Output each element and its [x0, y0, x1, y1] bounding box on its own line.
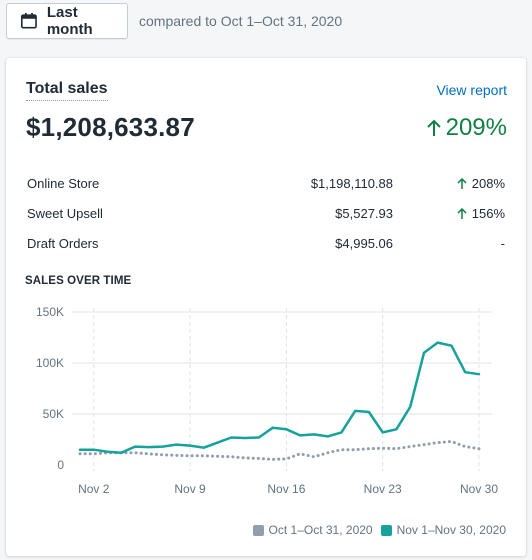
sales-over-time-title: SALES OVER TIME: [25, 275, 132, 287]
channel-amount: $5,527.93: [335, 206, 393, 221]
date-range-label: Last month: [46, 4, 93, 38]
channel-change: 208%: [457, 176, 505, 191]
channel-change: 156%: [457, 206, 505, 221]
legend-label: Oct 1–Oct 31, 2020: [268, 523, 373, 537]
channel-name: Sweet Upsell: [27, 206, 103, 221]
channel-change-value: 156%: [471, 206, 505, 221]
total-change: 209%: [426, 114, 507, 142]
legend-item-current[interactable]: Nov 1–Nov 30, 2020: [380, 523, 506, 537]
legend-label: Nov 1–Nov 30, 2020: [396, 523, 506, 537]
x-tick-label: Nov 2: [78, 482, 110, 496]
channel-breakdown: Online Store $1,198,110.88 208% Sweet Up…: [26, 170, 506, 260]
x-tick-label: Nov 30: [460, 482, 498, 496]
channel-row: Online Store $1,198,110.88 208%: [26, 170, 506, 200]
total-change-value: 209%: [445, 114, 507, 141]
calendar-icon: [20, 12, 37, 29]
x-tick-label: Nov 9: [174, 482, 206, 496]
channel-change-value: -: [500, 236, 505, 251]
legend-swatch-previous: [252, 524, 264, 536]
y-tick-label: 150K: [36, 305, 64, 319]
x-tick-label: Nov 16: [267, 482, 305, 496]
current-period-line: [78, 341, 481, 455]
date-range-button[interactable]: Last month: [6, 3, 128, 39]
channel-name: Draft Orders: [27, 236, 99, 251]
legend-item-previous[interactable]: Oct 1–Oct 31, 2020: [252, 523, 373, 537]
chart-legend: Oct 1–Oct 31, 2020 Nov 1–Nov 30, 2020: [245, 523, 506, 537]
view-report-link[interactable]: View report: [436, 82, 507, 98]
y-tick-label: 50K: [43, 407, 64, 421]
arrow-up-icon: [457, 177, 467, 189]
y-tick-label: 0: [57, 458, 64, 472]
channel-amount: $4,995.06: [335, 236, 393, 251]
channel-change: -: [501, 236, 505, 251]
card-title[interactable]: Total sales: [26, 80, 108, 101]
channel-change-value: 208%: [471, 176, 505, 191]
channel-row: Draft Orders $4,995.06 -: [26, 230, 506, 260]
channel-name: Online Store: [27, 176, 100, 191]
arrow-up-icon: [426, 119, 441, 136]
total-sales-value: $1,208,633.87: [26, 112, 195, 142]
top-bar: Last month compared to Oct 1–Oct 31, 202…: [0, 0, 532, 46]
y-tick-label: 100K: [36, 356, 64, 370]
arrow-up-icon: [457, 207, 467, 219]
total-sales-card: Total sales View report $1,208,633.87 20…: [6, 58, 526, 556]
channel-amount: $1,198,110.88: [310, 176, 393, 191]
sales-chart: 0 50K 100K 150K Nov 2 Nov 9 Nov 16 Nov 23 Nov 30: [36, 305, 498, 496]
previous-period-line: [78, 440, 481, 461]
x-tick-label: Nov 23: [364, 482, 402, 496]
legend-swatch-current: [380, 524, 392, 536]
channel-row: Sweet Upsell $5,527.93 156%: [26, 200, 506, 230]
compare-text: compared to Oct 1–Oct 31, 2020: [139, 13, 343, 29]
